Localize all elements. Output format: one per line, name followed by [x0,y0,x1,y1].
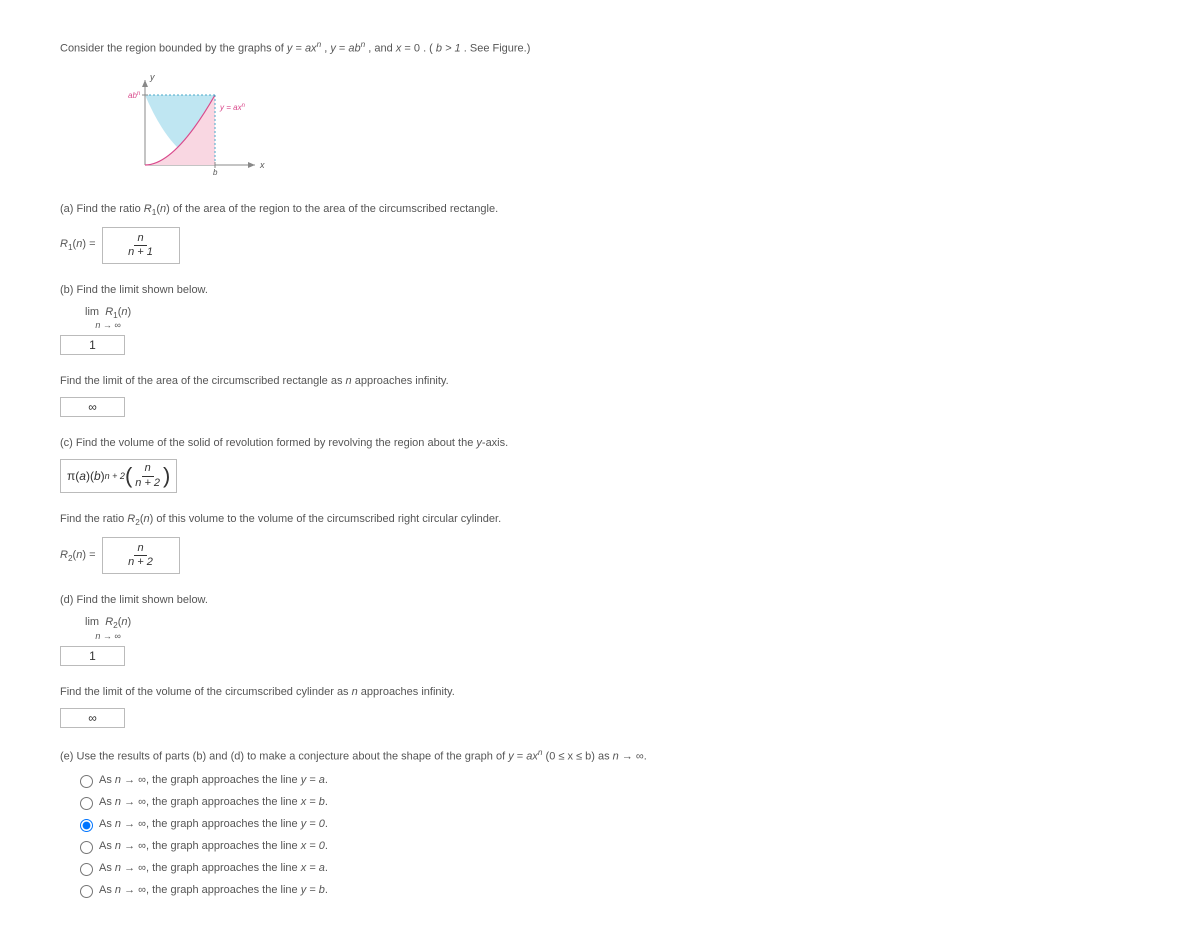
fig-b-label: b [213,168,218,177]
radio-input[interactable] [80,863,93,876]
part-a-label: R1(n) = [60,238,96,252]
part-c2-label: R2(n) = [60,549,96,563]
eq3-lhs: x [396,43,402,55]
part-e-options: As n → ∞, the graph approaches the line … [75,772,1140,898]
radio-input[interactable] [80,841,93,854]
part-d2-answer-box[interactable]: ∞ [60,708,125,728]
part-d-limit: lim R2(n) n → ∞ [85,616,131,640]
eq2-rhs: ab [348,43,360,55]
part-c2-prompt: Find the ratio R2(n) of this volume to t… [60,513,1140,527]
radio-input[interactable] [80,775,93,788]
part-d2-prompt: Find the limit of the volume of the circ… [60,686,1140,698]
part-d-prompt: (d) Find the limit shown below. [60,594,1140,606]
part-e-option[interactable]: As n → ∞, the graph approaches the line … [75,772,1140,788]
intro-prefix: Consider the region bounded by the graph… [60,43,287,55]
eq1-lhs: y [287,43,293,55]
intro-suffix: . See Figure.) [464,43,531,55]
option-label: As n → ∞, the graph approaches the line … [99,774,328,786]
axis-y-label: y [149,72,155,82]
part-b2-answer-box[interactable]: ∞ [60,397,125,417]
part-b-limit: lim R1(n) n → ∞ [85,306,131,330]
eq2-lhs: y [330,43,336,55]
part-a-prompt: (a) Find the ratio R1(n) of the area of … [60,203,1140,217]
option-label: As n → ∞, the graph approaches the line … [99,840,328,852]
fig-top-label: abn [128,91,141,100]
part-e-option[interactable]: As n → ∞, the graph approaches the line … [75,816,1140,832]
part-e-prompt: (e) Use the results of parts (b) and (d)… [60,748,1140,763]
part-b-prompt: (b) Find the limit shown below. [60,284,1140,296]
part-c-answer-box[interactable]: π(a)(b)n + 2 ( n n + 2 ) [60,459,177,492]
fig-curve-label: y = axn [219,103,246,112]
option-label: As n → ∞, the graph approaches the line … [99,862,328,874]
part-c-prompt: (c) Find the volume of the solid of revo… [60,437,1140,449]
eq3-rhs: 0 [414,43,420,55]
option-label: As n → ∞, the graph approaches the line … [99,796,328,808]
part-e-option[interactable]: As n → ∞, the graph approaches the line … [75,882,1140,898]
part-e-option[interactable]: As n → ∞, the graph approaches the line … [75,794,1140,810]
part-b-answer-box[interactable]: 1 [60,335,125,355]
radio-input[interactable] [80,797,93,810]
part-a-answer-box[interactable]: n n + 1 [102,227,180,264]
radio-input[interactable] [80,885,93,898]
radio-input[interactable] [80,819,93,832]
axis-x-label: x [259,160,265,170]
option-label: As n → ∞, the graph approaches the line … [99,818,328,830]
part-a-frac: n n + 1 [125,232,156,259]
part-a-answer-row: R1(n) = n n + 1 [60,227,1140,264]
part-c2-answer-box[interactable]: n n + 2 [102,537,180,574]
part-e-option[interactable]: As n → ∞, the graph approaches the line … [75,860,1140,876]
part-e-option[interactable]: As n → ∞, the graph approaches the line … [75,838,1140,854]
intro-text: Consider the region bounded by the graph… [60,40,1140,55]
figure: y x abn y = axn b [120,70,1140,183]
eq1-rhs: ax [305,43,317,55]
cond: b > 1 [436,43,461,55]
option-label: As n → ∞, the graph approaches the line … [99,884,328,896]
part-d-answer-box[interactable]: 1 [60,646,125,666]
part-b2-prompt: Find the limit of the area of the circum… [60,375,1140,387]
